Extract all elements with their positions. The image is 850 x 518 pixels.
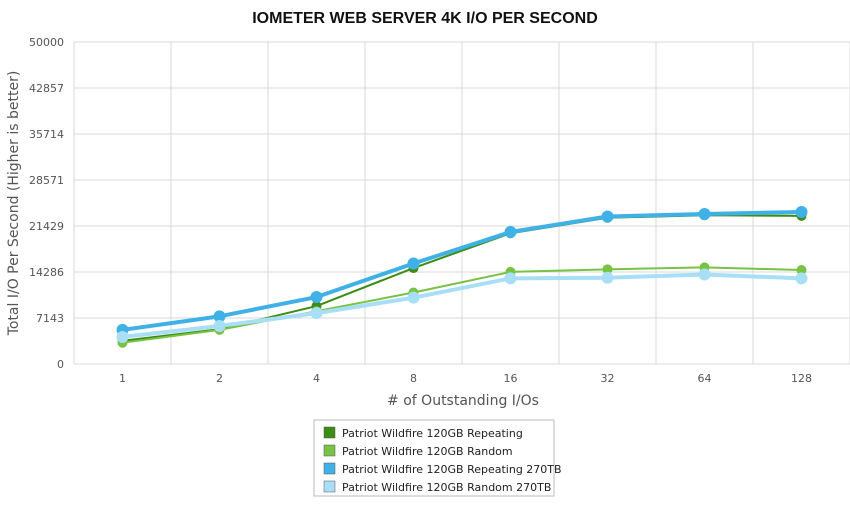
data-point (407, 291, 420, 304)
legend-swatch (323, 426, 336, 439)
data-point (310, 307, 323, 320)
data-point (504, 225, 517, 238)
y-tick-label: 0 (57, 358, 64, 371)
data-point (796, 264, 807, 275)
legend-label: Patriot Wildfire 120GB Repeating (342, 427, 523, 440)
legend-swatch (323, 462, 336, 475)
y-axis-label: Total I/O Per Second (Higher is better) (6, 71, 22, 337)
x-tick-label: 1 (119, 372, 126, 385)
y-axis-ticks: 0 7143 14286 21429 28571 35714 42857 50000 (29, 36, 64, 371)
legend-label: Patriot Wildfire 120GB Repeating 270TB (342, 463, 562, 476)
grid (73, 41, 850, 365)
series-lines (116, 206, 808, 348)
data-point (116, 330, 129, 343)
y-tick-label: 7143 (36, 312, 64, 325)
legend-label: Patriot Wildfire 120GB Random (342, 445, 513, 458)
series-line (122, 210, 802, 332)
data-point (795, 272, 808, 285)
data-point (504, 272, 517, 285)
x-tick-label: 128 (791, 372, 812, 385)
y-tick-label: 42857 (29, 82, 64, 95)
legend-box (313, 419, 555, 497)
x-tick-label: 16 (504, 372, 518, 385)
legend-label: Patriot Wildfire 120GB Random 270TB (342, 481, 551, 494)
x-tick-label: 8 (410, 372, 417, 385)
data-point (698, 207, 711, 220)
data-point (213, 320, 226, 333)
series-4 (116, 268, 808, 343)
x-axis-ticks: 1 2 4 8 16 32 64 128 (119, 372, 812, 385)
x-tick-label: 2 (216, 372, 223, 385)
y-tick-label: 35714 (29, 128, 64, 141)
y-tick-label: 50000 (29, 36, 64, 49)
legend-swatch (323, 480, 336, 493)
data-point (795, 206, 808, 219)
chart-title: IOMETER WEB SERVER 4K I/O PER SECOND (252, 10, 598, 27)
x-axis-label: # of Outstanding I/Os (387, 393, 539, 409)
legend-swatch (323, 444, 336, 457)
x-tick-label: 32 (601, 372, 615, 385)
data-point (698, 268, 711, 281)
data-point (601, 210, 614, 223)
data-point (310, 291, 323, 304)
y-tick-label: 21429 (29, 220, 64, 233)
y-tick-label: 14286 (29, 266, 64, 279)
y-tick-label: 28571 (29, 174, 64, 187)
data-point (213, 310, 226, 323)
x-tick-label: 64 (698, 372, 712, 385)
series-line (122, 272, 802, 339)
legend: Patriot Wildfire 120GB Repeating Patriot … (313, 419, 562, 497)
data-point (407, 257, 420, 270)
x-tick-label: 4 (313, 372, 320, 385)
data-point (601, 271, 614, 284)
series-line (122, 266, 802, 344)
data-point (602, 264, 613, 275)
